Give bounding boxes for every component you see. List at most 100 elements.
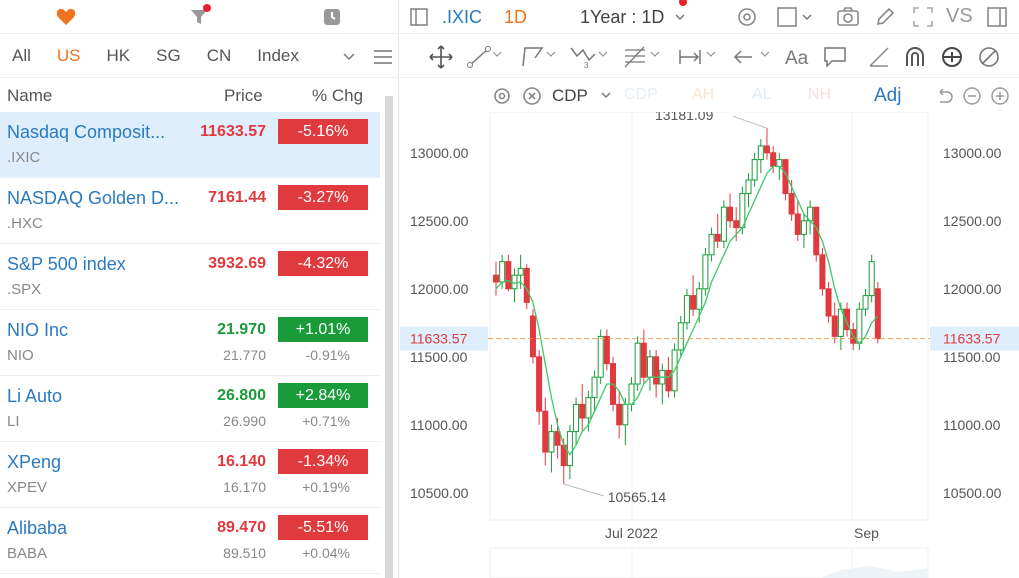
watchlist-row[interactable]: Nasdaq Composit... .IXIC 11633.57 -5.16% — [0, 112, 380, 178]
y-tick-label-right: 10500.00 — [943, 485, 1002, 501]
chevron-down-icon[interactable] — [706, 50, 716, 60]
candle-body — [868, 261, 875, 297]
recent-tab[interactable] — [265, 8, 398, 26]
x-tick-label: Sep — [854, 525, 879, 541]
chevron-down-icon[interactable] — [801, 12, 813, 24]
afterhours-price: 89.510 — [223, 545, 266, 561]
trendline-icon[interactable] — [466, 44, 492, 70]
candle-body — [640, 342, 647, 378]
filter-tab[interactable] — [133, 3, 266, 26]
measure-icon[interactable] — [676, 44, 704, 70]
chevron-down-icon[interactable] — [342, 50, 356, 64]
chevron-down-icon[interactable] — [650, 50, 660, 60]
watchlist-row[interactable]: Alibaba BABA 89.470 -5.51% 89.510 +0.04% — [0, 508, 380, 574]
chevron-down-icon[interactable] — [492, 50, 502, 60]
stock-code: .IXIC — [7, 149, 41, 166]
text-tool-icon[interactable]: Aa — [784, 44, 812, 70]
range-select[interactable]: 1Year : 1D — [580, 7, 665, 27]
compare-button[interactable]: VS — [946, 5, 973, 27]
last-price-tag-left — [400, 326, 488, 351]
panel-icon[interactable] — [986, 6, 1008, 28]
candle-body — [763, 145, 770, 154]
candle-body — [856, 308, 863, 344]
y-tick-label-right: 13000.00 — [943, 145, 1002, 161]
column-price[interactable]: Price — [224, 86, 263, 105]
chevron-down-icon[interactable] — [674, 12, 686, 24]
zoom-out-icon[interactable] — [962, 86, 982, 106]
watchlist-row[interactable]: NASDAQ Golden D... .HXC 7161.44 -3.27% — [0, 178, 380, 244]
watchlist-row[interactable]: NIO Inc NIO 21.970 +1.01% 21.770 -0.91% — [0, 310, 380, 376]
chart-type-icon[interactable] — [776, 6, 798, 28]
legend-ah: AH — [692, 86, 715, 103]
candle-body — [813, 206, 820, 256]
watchlist-row[interactable]: XPeng XPEV 16.140 -1.34% 16.170 +0.19% — [0, 442, 380, 508]
chevron-down-icon[interactable] — [760, 50, 770, 60]
chevron-down-icon[interactable] — [600, 90, 612, 102]
menu-icon[interactable] — [372, 46, 394, 68]
high-label: 13181.09 — [655, 112, 714, 123]
tab-us[interactable]: US — [56, 45, 81, 65]
settings-icon[interactable] — [736, 6, 758, 28]
y-tick-label-left: 12000.00 — [410, 281, 469, 297]
zoom-in-icon[interactable] — [990, 86, 1010, 106]
stock-price: 26.800 — [217, 387, 266, 404]
tab-index[interactable]: Index — [257, 45, 299, 65]
lock-icon[interactable] — [938, 44, 966, 70]
fib-icon[interactable] — [622, 44, 648, 70]
ruler-icon[interactable] — [866, 44, 892, 70]
scrollbar[interactable] — [385, 96, 393, 578]
chevron-down-icon[interactable] — [546, 50, 556, 60]
clock-icon — [323, 8, 340, 25]
heart-icon — [57, 8, 76, 25]
tab-hk[interactable]: HK — [106, 45, 131, 65]
hide-icon[interactable] — [976, 44, 1002, 70]
magnet-icon[interactable] — [902, 44, 928, 70]
y-tick-label-right: 12500.00 — [943, 213, 1002, 229]
candle-body — [628, 383, 635, 405]
afterhours-change: +0.71% — [302, 413, 350, 429]
settings-icon[interactable] — [492, 86, 512, 106]
fullscreen-icon[interactable] — [912, 6, 934, 28]
sidebar-toggle-icon[interactable] — [410, 8, 428, 26]
tab-cn[interactable]: CN — [206, 45, 232, 65]
y-tick-label-left: 11000.00 — [410, 417, 468, 433]
crosshair-icon[interactable] — [428, 44, 454, 70]
candle-body — [622, 403, 629, 426]
wave-icon[interactable]: 3 — [568, 42, 598, 70]
tab-sg[interactable]: SG — [156, 45, 181, 65]
adj-button[interactable]: Adj — [874, 85, 902, 106]
stock-change-badge: +2.84% — [278, 383, 368, 408]
watchlist-row[interactable]: Li Auto LI 26.800 +2.84% 26.990 +0.71% — [0, 376, 380, 442]
moving-average-line — [495, 165, 879, 456]
comment-icon[interactable] — [822, 44, 848, 70]
candle-body — [800, 220, 807, 235]
y-tick-label-left: 10500.00 — [410, 485, 469, 501]
candle-body — [597, 335, 604, 378]
column-name[interactable]: Name — [7, 86, 53, 105]
interval-label[interactable]: 1D — [504, 7, 528, 27]
close-icon[interactable] — [522, 86, 542, 106]
pencil-icon[interactable] — [874, 6, 896, 28]
symbol-label[interactable]: .IXIC — [442, 7, 483, 27]
stock-price: 3932.69 — [208, 255, 266, 272]
market-tabs: All US HK SG CN Index — [0, 34, 398, 78]
stock-name: NASDAQ Golden D... — [7, 188, 180, 208]
stock-change-badge: -5.16% — [278, 119, 368, 144]
channel-icon[interactable] — [520, 44, 546, 70]
chevron-down-icon[interactable] — [598, 50, 608, 60]
watchlist-toolbar — [0, 0, 398, 34]
favorites-tab[interactable] — [0, 8, 133, 26]
candle-body — [825, 288, 832, 317]
column-chg[interactable]: % Chg — [312, 86, 364, 105]
candle-body — [757, 145, 764, 161]
arrow-icon[interactable] — [730, 44, 756, 70]
candlestick-chart[interactable]: 13000.00 13000.00 12500.00 12500.00 12000.00… — [400, 112, 1019, 578]
stock-change-badge: -3.27% — [278, 185, 368, 210]
tab-all[interactable]: All — [12, 45, 31, 65]
afterhours-price: 16.170 — [223, 479, 266, 495]
watchlist-row[interactable]: S&P 500 index .SPX 3932.69 -4.32% — [0, 244, 380, 310]
legend-al: AL — [752, 86, 772, 103]
undo-icon[interactable] — [934, 86, 954, 106]
camera-icon[interactable] — [836, 6, 860, 28]
overlay-select[interactable]: CDP — [552, 86, 588, 105]
